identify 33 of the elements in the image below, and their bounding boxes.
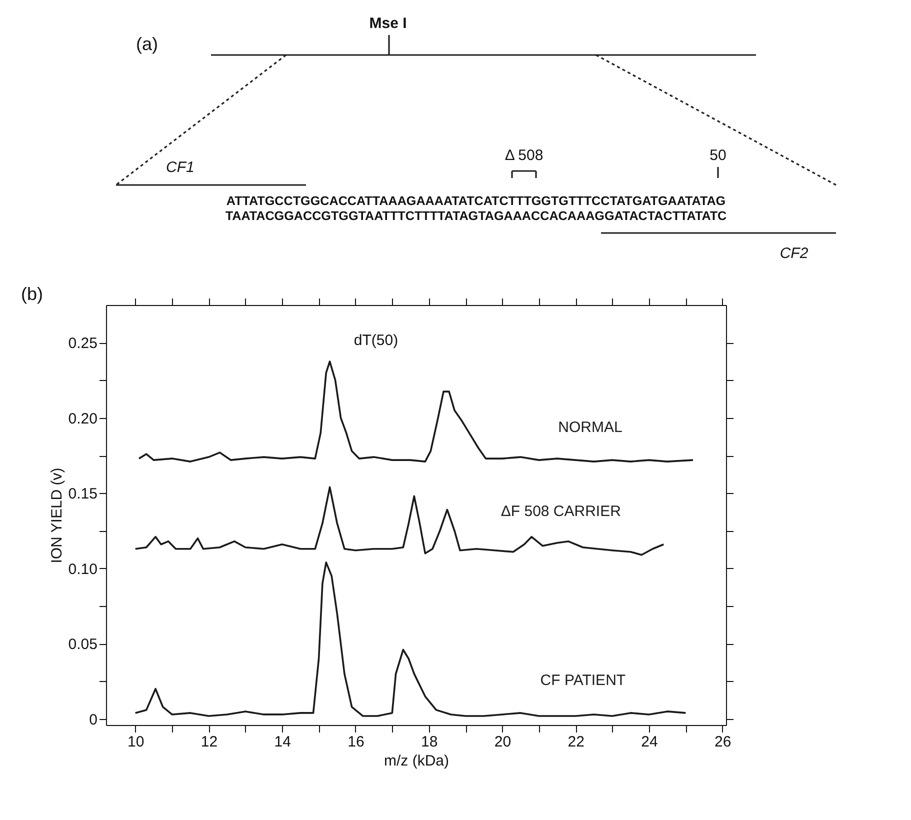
line-series bbox=[134, 562, 687, 717]
text: TAATACGGACCGTGGTAATTTCTTTTATAGTAGAAACCACAAAGGATACTACTTATATC bbox=[225, 209, 727, 223]
text: 50 bbox=[710, 147, 726, 164]
y-tick-label: 0.05 bbox=[68, 636, 98, 654]
y-tick-label: 0.10 bbox=[68, 560, 98, 578]
x-tick-label: 26 bbox=[714, 734, 732, 750]
y-tick-label: 0 bbox=[89, 711, 98, 728]
x-tick-label: 24 bbox=[641, 734, 658, 750]
x-tick-label: 20 bbox=[494, 734, 512, 750]
series-label: NORMAL bbox=[558, 418, 622, 436]
y-axis-title: ION YIELD (v) bbox=[48, 468, 66, 564]
text: ΔF 508 CARRIER bbox=[500, 503, 622, 520]
x-tick-label: 14 bbox=[274, 734, 291, 750]
y-tick-label: 0.25 bbox=[68, 335, 98, 352]
x-tick-label: 12 bbox=[200, 734, 218, 750]
series-label: CF PATIENT bbox=[540, 672, 626, 689]
y-tick-label: 0.20 bbox=[68, 410, 98, 428]
x-tick-label: 10 bbox=[128, 734, 144, 750]
y-tick-label: 0.15 bbox=[68, 486, 98, 503]
x-tick-label: 22 bbox=[568, 734, 584, 750]
text: CF2 bbox=[780, 245, 809, 262]
text: CF1 bbox=[166, 159, 194, 176]
annotation: dT(50) bbox=[354, 332, 398, 349]
line-series bbox=[138, 360, 694, 462]
x-tick-label: 18 bbox=[420, 734, 438, 750]
text: (a) bbox=[136, 34, 158, 54]
text: Mse I bbox=[369, 15, 407, 32]
line-series bbox=[134, 486, 665, 556]
text: Δ 508 bbox=[504, 147, 544, 164]
text: (b) bbox=[21, 284, 43, 304]
x-axis-title: m/z (kDa) bbox=[384, 752, 449, 770]
text: ATTATGCCTGGCACCATTAAAGAAAATATCATCTTTGGTGTTTCCTATGATGAATATAG bbox=[226, 194, 726, 208]
x-tick-label: 16 bbox=[348, 734, 364, 750]
